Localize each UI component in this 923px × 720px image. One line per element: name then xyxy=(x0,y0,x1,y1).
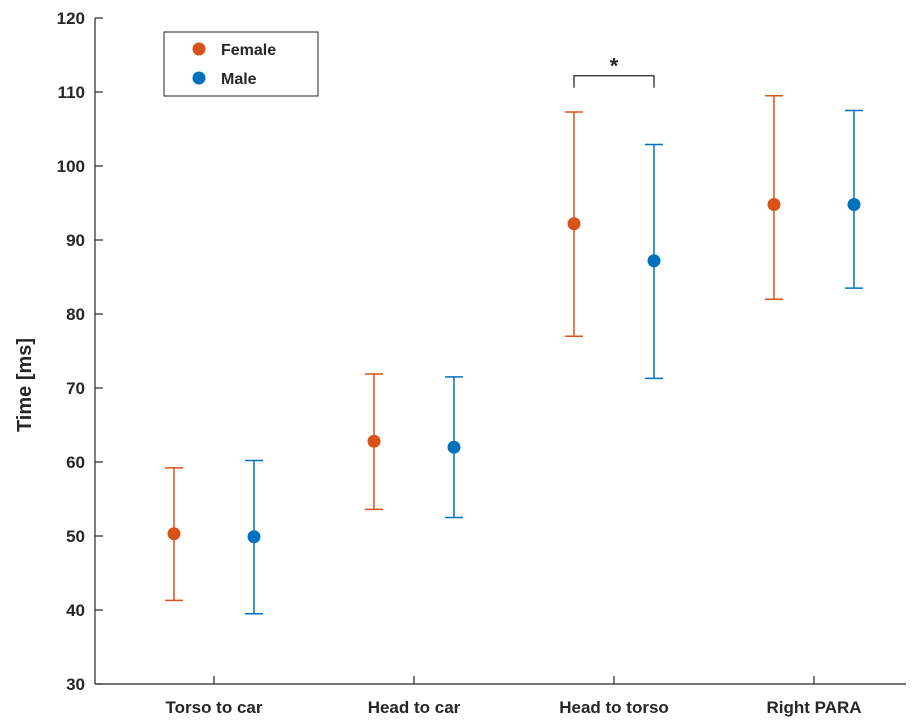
data-point-male xyxy=(647,254,661,268)
data-point-female xyxy=(367,434,381,448)
y-axis-label: Time [ms] xyxy=(14,338,36,432)
y-tick-label: 50 xyxy=(66,527,85,546)
annotations: * xyxy=(573,54,655,88)
y-tick-label: 30 xyxy=(66,675,85,694)
x-tick-label: Head to car xyxy=(368,698,461,717)
y-tick-label: 120 xyxy=(57,9,85,28)
legend-marker-male xyxy=(192,71,206,85)
significance-bracket xyxy=(573,75,655,88)
data-point-male xyxy=(447,440,461,454)
legend-marker-female xyxy=(192,42,206,56)
legend-box xyxy=(163,31,319,97)
axes xyxy=(94,18,906,685)
data-point-male xyxy=(847,197,861,211)
y-tick-label: 40 xyxy=(66,601,85,620)
y-tick-label: 70 xyxy=(66,379,85,398)
legend: Female Male xyxy=(163,31,319,97)
legend-label-male: Male xyxy=(221,71,257,88)
data-point-female xyxy=(567,217,581,231)
y-tick-label: 80 xyxy=(66,305,85,324)
data-point-male xyxy=(247,530,261,544)
data-point-female xyxy=(767,197,781,211)
legend-label-female: Female xyxy=(221,42,276,59)
x-tick-label: Torso to car xyxy=(166,698,263,717)
x-tick-label: Head to torso xyxy=(559,698,669,717)
significance-marker: * xyxy=(610,54,619,79)
x-tick-label: Right PARA xyxy=(766,698,861,717)
y-tick-label: 90 xyxy=(66,231,85,250)
data-point-female xyxy=(167,527,181,541)
data-marks xyxy=(165,94,863,615)
x-ticks: Torso to car Head to car Head to torso Righ… xyxy=(166,676,862,717)
y-tick-label: 60 xyxy=(66,453,85,472)
y-ticks: 30 40 50 60 70 80 90 100 110 120 xyxy=(57,9,103,694)
y-tick-label: 110 xyxy=(58,83,85,102)
y-tick-label: 100 xyxy=(57,157,85,176)
